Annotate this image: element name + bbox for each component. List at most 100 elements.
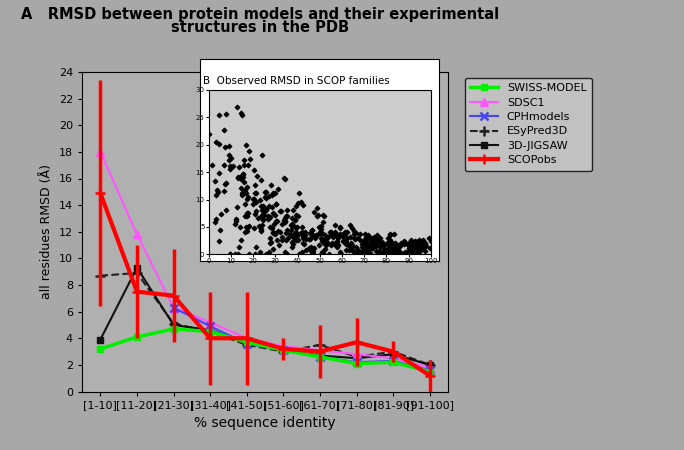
Point (257, 202, 268, 209)
Point (413, 242, 424, 249)
Point (290, 216, 301, 224)
Point (385, 244, 396, 251)
Point (238, 157, 249, 164)
Point (250, 198, 261, 206)
Point (239, 179, 250, 186)
Point (411, 250, 422, 257)
Point (387, 245, 398, 252)
Point (256, 213, 267, 220)
Point (263, 212, 274, 219)
Point (377, 238, 388, 246)
Point (349, 227, 360, 234)
Point (230, 250, 241, 257)
Point (374, 235, 385, 242)
Point (406, 246, 417, 253)
Point (266, 225, 277, 232)
Point (209, 54, 220, 62)
Point (267, 245, 278, 252)
Point (414, 238, 425, 245)
Point (378, 249, 389, 256)
Point (406, 237, 417, 244)
Point (294, 250, 305, 257)
Point (315, 230, 326, 237)
Point (361, 235, 372, 242)
Point (389, 246, 400, 253)
Point (280, 175, 291, 182)
Point (263, 248, 274, 256)
Point (241, 183, 252, 190)
Point (256, 202, 267, 209)
Point (294, 189, 305, 197)
Point (354, 237, 365, 244)
Point (292, 232, 303, 239)
Point (269, 230, 280, 237)
Point (271, 201, 282, 208)
Point (255, 227, 266, 234)
Point (298, 234, 308, 241)
Point (274, 241, 285, 248)
Point (256, 221, 267, 229)
Point (372, 238, 383, 245)
Point (383, 248, 394, 256)
Point (413, 248, 424, 256)
Point (298, 202, 309, 209)
Point (237, 170, 248, 177)
Point (358, 243, 369, 250)
Point (261, 206, 272, 213)
Point (352, 234, 363, 242)
Point (238, 173, 249, 180)
Point (231, 203, 242, 210)
Point (279, 219, 290, 226)
Point (237, 189, 248, 196)
Point (240, 186, 251, 193)
Point (365, 242, 376, 249)
Point (334, 225, 345, 232)
Point (341, 236, 352, 243)
Point (357, 240, 368, 248)
Point (328, 233, 339, 240)
Point (306, 248, 317, 255)
Point (304, 236, 315, 243)
Point (392, 246, 403, 253)
Point (267, 191, 278, 198)
Point (321, 242, 332, 249)
Point (203, 130, 214, 138)
Point (236, 236, 247, 243)
Point (343, 246, 354, 253)
Point (280, 218, 291, 225)
Point (211, 191, 222, 198)
Point (362, 235, 373, 242)
Point (363, 247, 373, 254)
Point (234, 164, 245, 171)
Point (356, 248, 367, 255)
Point (229, 220, 240, 228)
Point (259, 188, 270, 195)
X-axis label: % sequence identity: % sequence identity (194, 416, 336, 430)
Point (409, 243, 420, 251)
Point (321, 234, 332, 241)
Point (307, 232, 318, 239)
Point (265, 234, 276, 241)
Point (273, 185, 284, 193)
Point (367, 244, 378, 251)
Point (290, 223, 301, 230)
Point (259, 209, 269, 216)
Point (306, 226, 317, 234)
Point (326, 230, 337, 237)
Point (395, 248, 406, 256)
Point (298, 239, 308, 246)
Point (248, 166, 259, 173)
Point (408, 247, 419, 254)
Point (410, 240, 421, 247)
Point (318, 237, 329, 244)
Point (249, 210, 260, 217)
Point (292, 236, 303, 243)
Point (210, 219, 221, 226)
Point (256, 206, 267, 213)
Point (382, 246, 393, 253)
Point (394, 249, 405, 256)
Point (378, 240, 389, 248)
Point (210, 139, 221, 146)
Point (221, 207, 232, 214)
Point (338, 233, 349, 240)
